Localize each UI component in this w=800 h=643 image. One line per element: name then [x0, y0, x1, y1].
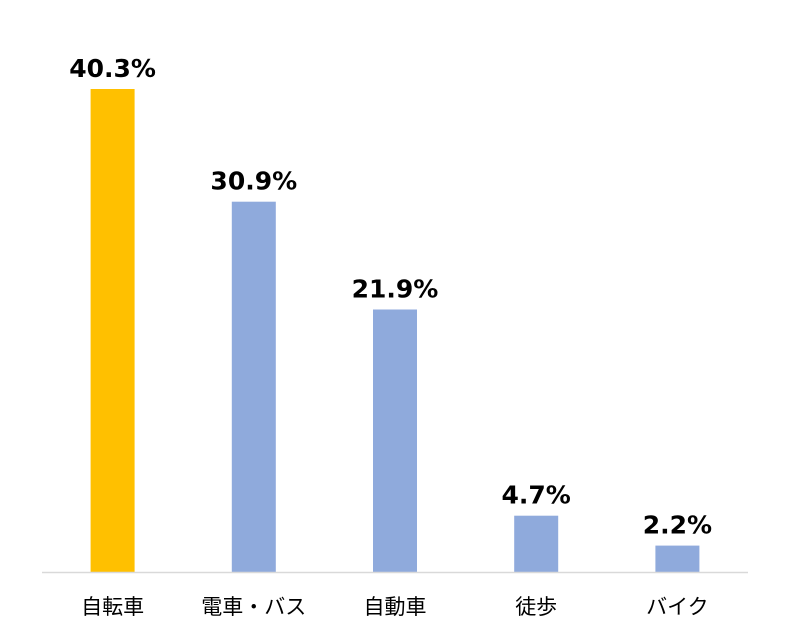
category-labels-group: 自転車 電車・バス 自動車 徒歩 バイク	[81, 595, 709, 619]
category-label-1: 電車・バス	[201, 595, 306, 619]
bar-1	[231, 201, 276, 572]
bar-4	[655, 545, 700, 572]
category-label-4: バイク	[646, 595, 709, 619]
category-label-3: 徒歩	[515, 595, 557, 619]
bar-0	[90, 89, 135, 572]
category-label-0: 自転車	[81, 595, 144, 619]
value-label-3: 4.7%	[502, 481, 571, 510]
category-label-2: 自動車	[364, 595, 427, 619]
bar-2	[373, 309, 417, 572]
bars-group	[90, 89, 700, 572]
value-label-1: 30.9%	[210, 167, 297, 196]
bar-3	[514, 515, 559, 572]
value-labels-group: 40.3% 30.9% 21.9% 4.7% 2.2%	[69, 54, 712, 540]
value-label-0: 40.3%	[69, 54, 156, 83]
value-label-2: 21.9%	[352, 275, 439, 304]
value-label-4: 2.2%	[643, 511, 712, 540]
